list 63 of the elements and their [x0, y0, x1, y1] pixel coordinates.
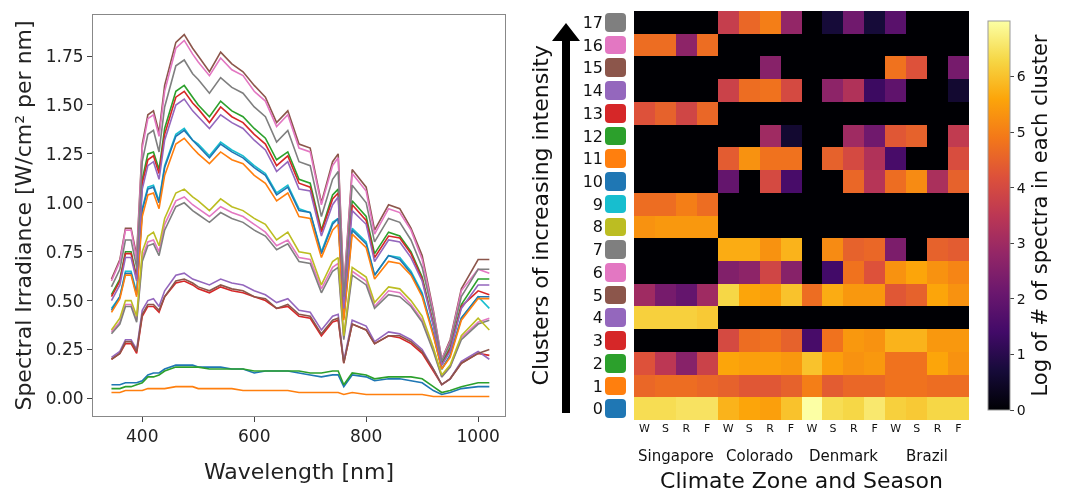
- y-tick-label: 7: [592, 240, 603, 260]
- y-tick-label: 6: [592, 262, 603, 282]
- text: Singapore: [638, 447, 714, 465]
- y-tick-label: 8: [592, 217, 603, 237]
- y-tick-label: 0.25: [45, 339, 84, 360]
- y-tick-label: 5: [592, 285, 603, 305]
- x-tick-label: F: [955, 422, 962, 435]
- x-tick-label: W: [722, 422, 734, 435]
- y-tick-label: 13: [582, 103, 603, 123]
- x-tick-label: R: [933, 422, 942, 435]
- y-tick-label: 14: [582, 81, 603, 101]
- x-axis-title: Climate Zone and Season: [660, 467, 943, 493]
- y-tick-label: 1.50: [45, 94, 84, 115]
- x-tick-label: W: [639, 422, 651, 435]
- y-tick-label: 1.75: [45, 46, 84, 67]
- y-tick-label: 1: [592, 376, 603, 396]
- color-bar-label: 4: [1016, 179, 1026, 196]
- y-tick-label: 0.75: [45, 241, 84, 262]
- x-tick-label: F: [704, 422, 711, 435]
- x-tick-label: W: [890, 422, 902, 435]
- y-tick-label: 10: [582, 172, 603, 192]
- x-tick-label: R: [682, 422, 691, 435]
- y-tick-label: 0: [592, 399, 603, 419]
- color-bar-label: 0: [1016, 401, 1026, 418]
- x-tick-label: S: [913, 422, 921, 435]
- text: Colorado: [726, 447, 794, 465]
- x-tick-label: R: [766, 422, 775, 435]
- text: Denmark: [809, 447, 879, 465]
- color-bar-label: 1: [1016, 346, 1026, 363]
- x-tick-label: 600: [237, 426, 271, 447]
- color-bar-label: 2: [1016, 290, 1026, 307]
- x-tick-label: 400: [126, 426, 159, 447]
- x-tick-label: F: [871, 422, 878, 435]
- color-bar-label: 3: [1016, 235, 1026, 252]
- color-bar-label: 5: [1016, 124, 1026, 141]
- x-tick-label: S: [745, 422, 753, 435]
- y-axis-title: Spectral Irradiance [W/cm² per nm]: [10, 20, 36, 411]
- x-tick-label: F: [787, 422, 795, 435]
- y-tick-label: 17: [582, 12, 603, 32]
- color-bar-title: Log of # of spectra in each cluster: [1027, 34, 1052, 397]
- x-tick-label: 1000: [456, 426, 500, 447]
- color-bar-label: 6: [1016, 68, 1026, 85]
- line-series: [110, 385, 491, 398]
- x-axis-title: Wavelength [nm]: [203, 459, 395, 485]
- y-tick-label: 12: [582, 126, 603, 146]
- y-tick-label: 16: [582, 35, 603, 55]
- y-tick-label: 1.25: [45, 143, 84, 164]
- y-tick-label: 1.00: [45, 192, 84, 213]
- x-tick-label: 800: [349, 426, 383, 447]
- y-tick-label: 4: [592, 308, 603, 328]
- x-tick-label: S: [661, 422, 669, 435]
- y-tick-label: 3: [592, 331, 603, 351]
- y-tick-label: 2: [592, 353, 603, 373]
- text: Brazil: [906, 447, 948, 465]
- x-tick-label: S: [829, 422, 837, 435]
- y-tick-label: 11: [582, 149, 603, 169]
- y-tick-label: 9: [592, 194, 603, 214]
- y-axis-title: Clusters of increasing intensity: [528, 45, 554, 386]
- x-tick-label: W: [806, 422, 818, 435]
- y-tick-label: 15: [582, 58, 603, 78]
- y-tick-label: 0.00: [45, 388, 84, 409]
- x-tick-label: R: [850, 422, 859, 435]
- y-tick-label: 0.50: [45, 290, 84, 311]
